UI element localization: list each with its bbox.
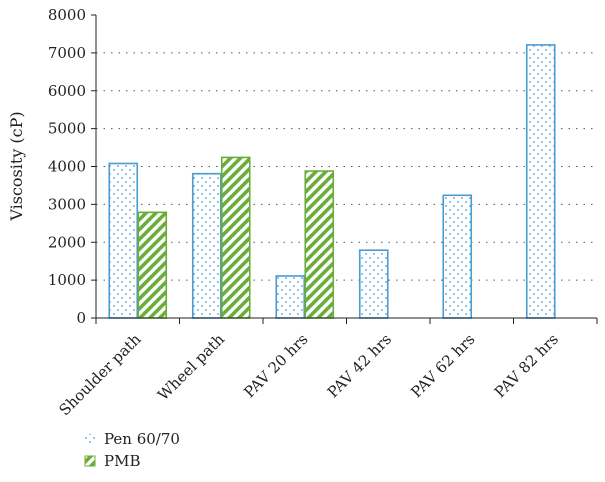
y-tick-label: 2000 [48,233,86,251]
legend: Pen 60/70 PMB [84,430,180,470]
bar-diagonal-stripes [137,211,168,319]
x-tick-label: Shoulder path [55,330,144,419]
y-tick-label: 6000 [48,82,86,100]
legend-swatch [85,434,95,444]
x-tick-label: PAV 42 hrs [324,330,395,401]
y-tick-label: 4000 [48,158,86,176]
bar-dots [108,162,139,319]
y-tick-label: 0 [76,309,86,327]
x-tick-label: PAV 20 hrs [240,330,311,401]
bar-diagonal-stripes [304,170,335,319]
legend-label: PMB [104,452,140,470]
bar-dots [525,44,556,319]
legend-label: Pen 60/70 [104,430,180,448]
legend-swatch [84,455,96,467]
x-tick-label: PAV 82 hrs [491,330,562,401]
y-tick-label: 8000 [48,6,86,24]
bars [108,44,556,319]
bar-dots [191,172,222,319]
y-tick-label: 7000 [48,44,86,62]
y-tick-label: 1000 [48,271,86,289]
x-tick-label: PAV 62 hrs [407,330,478,401]
y-axis-title: Viscosity (cP) [7,111,26,221]
y-tick-label: 5000 [48,120,86,138]
bar-dots [358,249,389,319]
bar-dots [275,275,306,319]
gridlines [96,52,597,281]
y-tick-label: 3000 [48,195,86,213]
bar-diagonal-stripes [220,156,251,319]
bar-dots [442,194,473,319]
x-tick-label: Wheel path [154,330,228,404]
